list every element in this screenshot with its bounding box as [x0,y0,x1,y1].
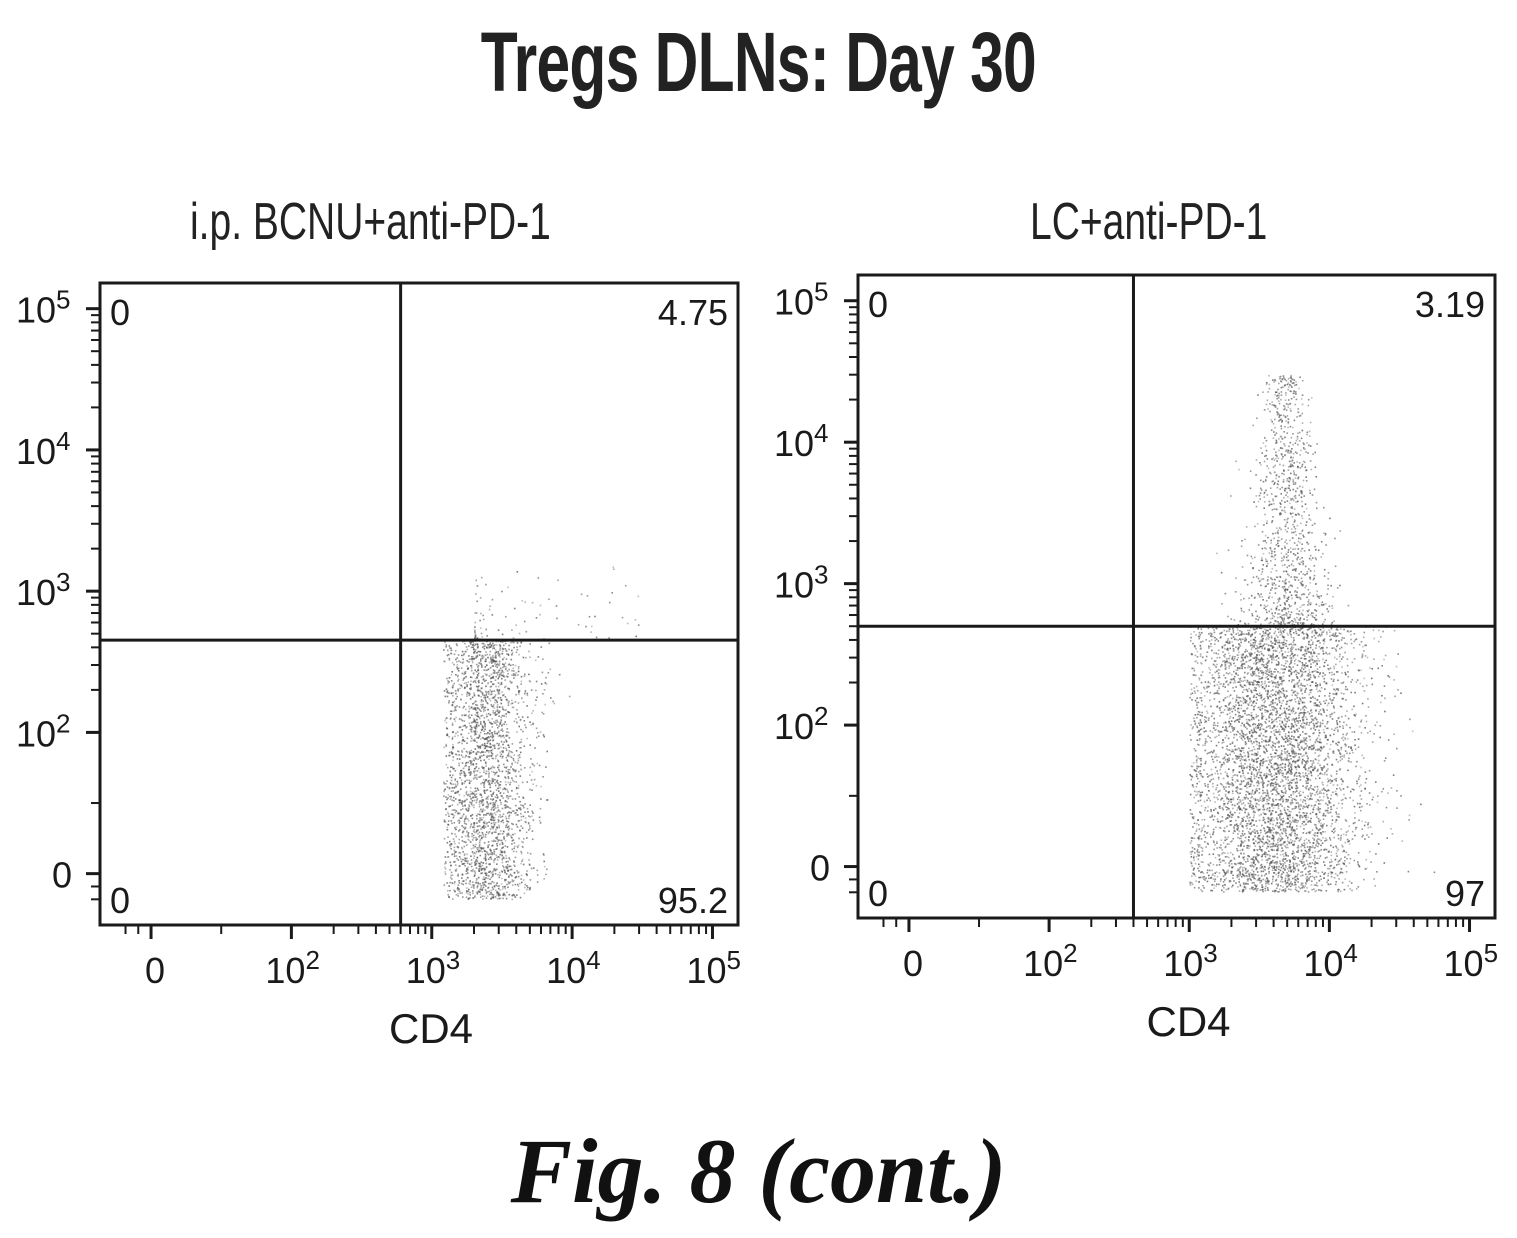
quadrant-upper-right: 3.19 [1415,284,1485,325]
quadrant-labels: 0 3.19 0 97 [868,284,1485,914]
x-tick-label: 105 [686,945,741,991]
x-axis-label: CD4 [1147,998,1231,1045]
y-tick-label: 102 [16,708,71,754]
x-axis-label: CD4 [389,1005,473,1052]
quadrant-lower-left: 0 [868,873,888,914]
panel-0: 0 102 103 104 105 0 102 103 104 105 CD4 0 4.75 0 95.2 [16,281,741,1052]
y-tick-label: 103 [16,567,71,613]
x-tick-label: 103 [1163,938,1218,984]
y-tick-label: 103 [774,560,829,606]
quadrant-lower-right: 97 [1445,873,1485,914]
x-tick-label: 104 [546,945,601,991]
y-tick-label: 104 [774,418,829,464]
x-tick-label: 104 [1303,938,1358,984]
quadrant-upper-left: 0 [110,292,130,333]
minor-ticks [849,306,1465,927]
tick-labels: 0 102 103 104 105 0 102 103 104 105 [16,285,741,991]
panel-title-right: LC+anti-PD-1 [1030,193,1268,251]
y-tick-label: 105 [774,277,829,323]
panel-title-left: i.p. BCNU+anti-PD-1 [190,193,551,251]
figure-title: Tregs DLNs: Day 30 [480,15,1037,109]
quadrant-lower-right: 95.2 [658,880,728,921]
plot-frame [98,281,740,927]
y-tick-label: 0 [810,848,830,889]
event-dots [1189,374,1436,893]
x-tick-label: 102 [1023,938,1078,984]
y-tick-label: 104 [16,426,71,472]
y-tick-label: 105 [16,285,71,331]
x-tick-label: 102 [265,945,320,991]
x-tick-label: 103 [406,945,461,991]
x-tick-label: 0 [145,950,165,991]
quadrant-labels: 0 4.75 0 95.2 [110,292,728,921]
y-tick-label: 102 [774,701,829,747]
quadrant-upper-left: 0 [868,284,888,325]
y-tick-label: 0 [52,855,72,896]
minor-ticks [91,314,708,934]
quadrant-lower-left: 0 [110,880,130,921]
quadrant-upper-right: 4.75 [658,292,728,333]
panel-1: 0 102 103 104 105 0 102 103 104 105 CD4 0 3.19 0 97 [774,273,1499,1045]
event-dots [443,566,640,901]
x-tick-label: 105 [1444,938,1499,984]
x-tick-label: 0 [903,943,923,984]
plot-frame [856,273,1497,920]
figure-caption: Fig. 8 (cont.) [510,1120,1007,1222]
